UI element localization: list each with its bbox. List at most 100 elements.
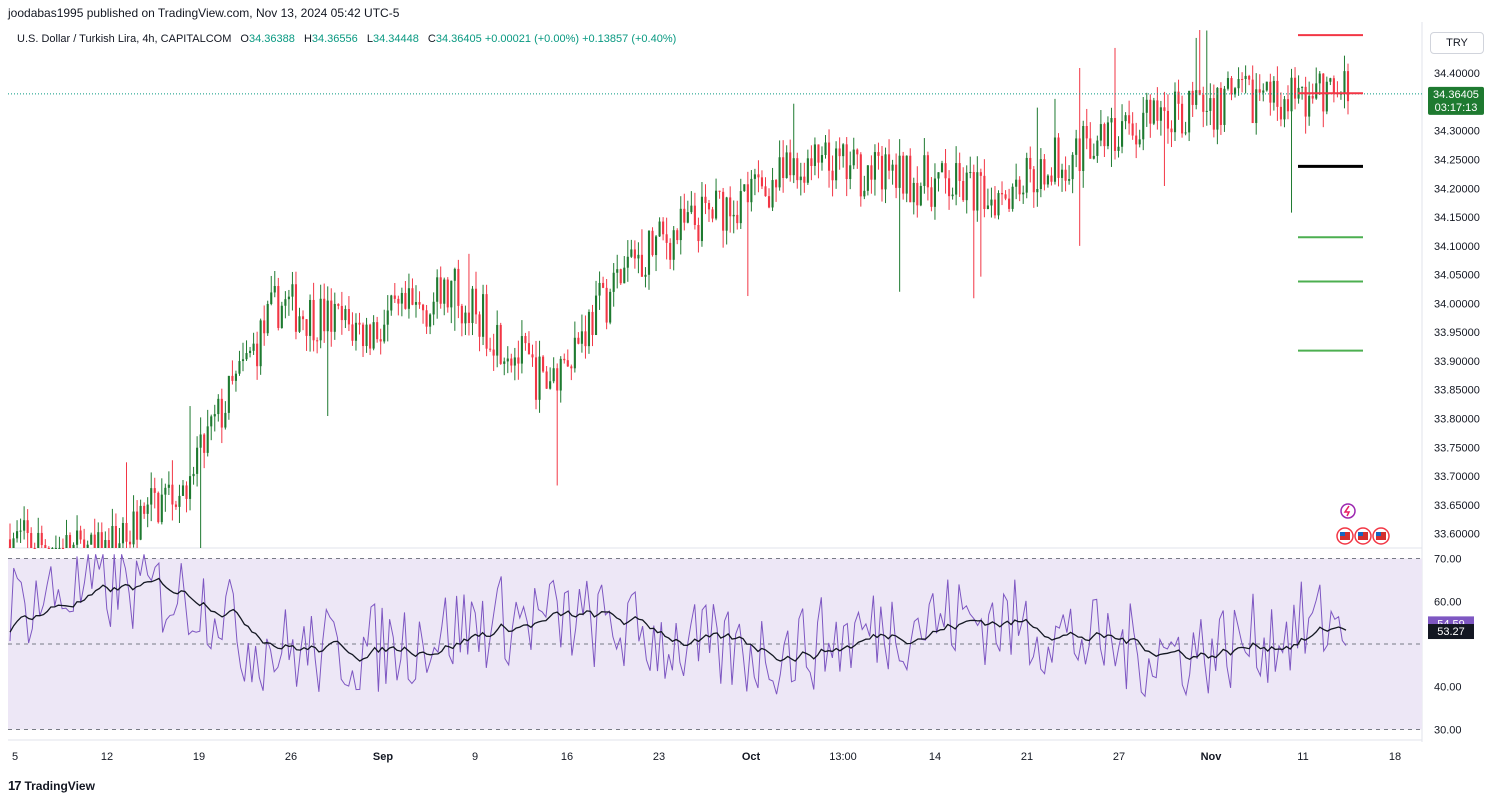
candle-body [895, 164, 898, 188]
candle-body [1308, 95, 1311, 117]
candle-body [510, 358, 513, 366]
candle-body [598, 282, 601, 296]
candle-body [68, 535, 72, 548]
candle-body [707, 203, 711, 210]
candle-body [379, 339, 382, 342]
candle-body [460, 305, 463, 324]
price-tick-label: 34.05000 [1434, 270, 1480, 282]
candle-body [1131, 123, 1134, 136]
currency-button[interactable]: TRY [1430, 32, 1484, 54]
candle-body [196, 447, 199, 474]
candle-body [270, 292, 273, 304]
candle-body [167, 484, 170, 488]
price-tick-label: 33.65000 [1434, 500, 1480, 512]
candle-body [319, 298, 322, 341]
time-axis: 5 12 19 26 Sep 9 16 23 Oct 13:00 14 21 27 Nov 11 18 [12, 751, 1401, 763]
candle-body [1244, 75, 1247, 80]
candle-body [644, 274, 647, 277]
time-tick-label: 18 [1389, 751, 1401, 763]
candle-body [827, 142, 831, 171]
candle-body [955, 163, 958, 195]
candle-body [591, 311, 594, 336]
footer-brand[interactable]: 17 TradingView [8, 778, 95, 793]
time-tick-label: 14 [929, 751, 941, 763]
high-label: H [303, 33, 312, 45]
candle-body [633, 249, 636, 259]
candle-body [1124, 115, 1127, 122]
candle-body [616, 269, 619, 273]
candle-body [26, 520, 29, 534]
candle-body [1089, 138, 1092, 159]
candle-body [534, 357, 538, 400]
candle-body [803, 176, 806, 183]
flag-canton-icon [1340, 532, 1345, 536]
candle-body [1325, 81, 1328, 112]
candle-body [1110, 118, 1113, 123]
candle-body [813, 144, 816, 166]
candle-body [767, 196, 771, 208]
open-label: O [240, 33, 249, 45]
candle-body [753, 174, 756, 179]
candle-body [1106, 122, 1109, 147]
candle-body [132, 511, 135, 545]
open-value: 34.36388 [248, 33, 295, 45]
candle-body [213, 414, 216, 417]
candle-body [185, 485, 188, 499]
candle-body [411, 288, 414, 305]
candle-body [1128, 115, 1131, 124]
candle-body [220, 398, 223, 428]
candle-body [810, 158, 813, 166]
time-tick-label: 16 [561, 751, 573, 763]
candle-body [965, 172, 968, 201]
price-tick-label: 33.60000 [1434, 529, 1480, 541]
candle-body [630, 249, 633, 257]
candle-body [549, 381, 552, 389]
candle-body [718, 190, 721, 192]
candle-body [16, 531, 19, 539]
candle-body [1117, 146, 1120, 151]
rsi-ma-badge [1428, 624, 1474, 640]
candle-body [51, 548, 54, 549]
candle-body [609, 291, 612, 323]
time-tick-label: 11 [1297, 751, 1308, 763]
candle-body [580, 331, 583, 344]
candle-body [930, 187, 933, 207]
candle-body [778, 157, 781, 188]
candle-body [316, 340, 319, 342]
candle-body [238, 361, 241, 374]
candle-body [729, 197, 732, 217]
candle-body [383, 324, 386, 342]
candle-body [1198, 90, 1201, 95]
price-tick-label: 33.85000 [1434, 385, 1480, 397]
candle-body [637, 254, 640, 259]
candle-body [866, 165, 869, 191]
symbol-legend: U.S. Dollar / Turkish Lira, 4h, CAPITALC… [17, 33, 676, 45]
candle-body [1293, 77, 1297, 99]
candle-body [1043, 159, 1046, 185]
candle-body [700, 196, 704, 242]
candle-body [453, 268, 456, 281]
candle-body [1135, 135, 1138, 145]
price-tick-label: 34.20000 [1434, 183, 1480, 195]
price-badge [1428, 86, 1484, 115]
candle-body [743, 184, 746, 192]
rsi-ma-badge-value: 53.27 [1437, 626, 1465, 638]
candle-body [1286, 99, 1290, 112]
price-tick-label: 33.70000 [1434, 471, 1480, 483]
candle-body [503, 361, 506, 364]
candle-body [1269, 81, 1272, 103]
candle-body [760, 177, 764, 187]
candle-body [1036, 189, 1039, 193]
candle-body [1032, 169, 1035, 193]
candle-body [923, 155, 926, 186]
candle-body [1145, 99, 1148, 113]
rsi-tick-label: 60.00 [1434, 596, 1462, 608]
candle-body [72, 544, 75, 548]
candle-body [715, 190, 718, 219]
candle-body [203, 434, 206, 453]
candle-body [1290, 77, 1293, 112]
candle-body [584, 331, 587, 347]
time-tick-label: Sep [373, 751, 393, 763]
candle-body [354, 322, 358, 341]
